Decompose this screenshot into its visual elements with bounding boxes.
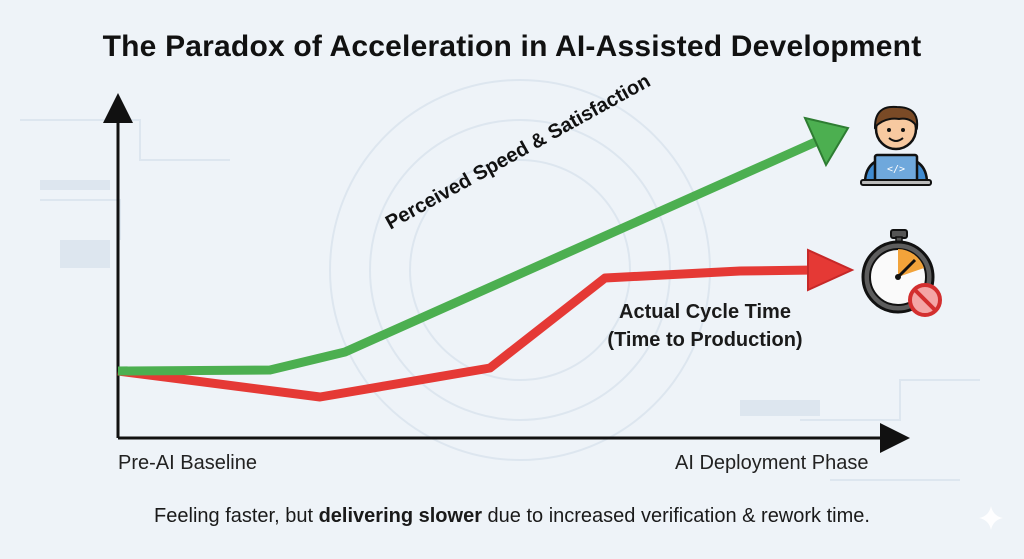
caption-bold: delivering slower — [318, 505, 482, 527]
caption-pre: Feeling faster, but — [154, 505, 319, 527]
actual-cycle-time-line — [117, 248, 855, 402]
developer-at-laptop-icon: </> — [860, 105, 932, 186]
caption: Feeling faster, but delivering slower du… — [0, 505, 1024, 528]
perceived-speed-line — [117, 116, 850, 376]
actual-cycle-time-label-line1: Actual Cycle Time — [619, 301, 791, 323]
actual-cycle-time-label-line2: (Time to Production) — [607, 329, 803, 351]
page-title: The Paradox of Acceleration in AI-Assist… — [102, 30, 922, 63]
caption-post: due to increased verification & rework t… — [481, 505, 870, 527]
actual-cycle-time-label: Actual Cycle Time (Time to Production) — [590, 298, 820, 354]
x-axis-end-label: AI Deployment Phase — [675, 452, 869, 474]
svg-text:</>: </> — [887, 164, 905, 175]
stopwatch-with-no-sign-icon — [861, 229, 942, 317]
x-axis-start-label: Pre-AI Baseline — [118, 452, 257, 474]
sparkle-icon — [979, 506, 1003, 530]
